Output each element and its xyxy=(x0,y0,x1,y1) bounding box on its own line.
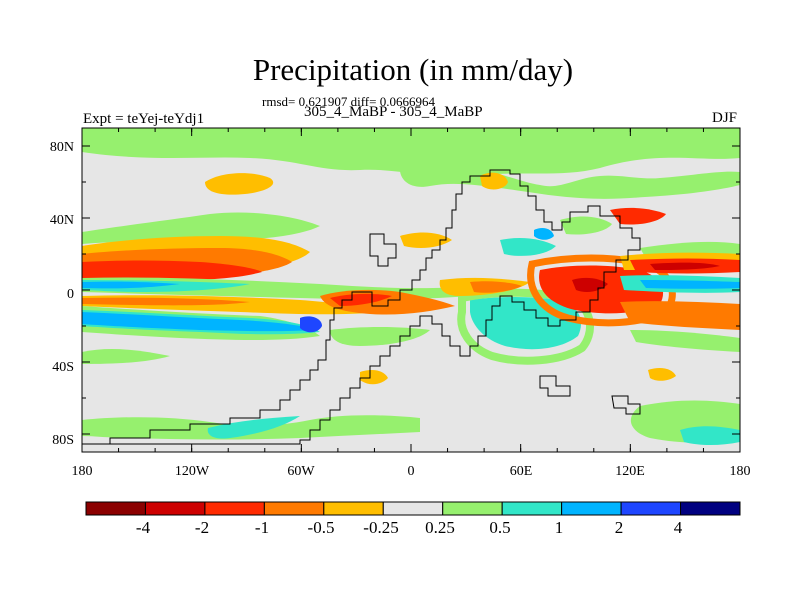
colorbar-label: 0.5 xyxy=(489,518,511,537)
colorbar-swatch xyxy=(263,501,325,516)
colorbar-label: -4 xyxy=(135,518,151,537)
colorbar xyxy=(85,501,741,516)
north-atlantic-region xyxy=(399,162,740,199)
lon-label-120e: 120E xyxy=(615,464,645,479)
colorbar-label: -0.25 xyxy=(363,518,399,537)
west-pacific-dark-red-region xyxy=(650,262,720,270)
southeast-pacific-yellow-region xyxy=(648,368,676,381)
east-asia-red-region xyxy=(610,207,666,225)
experiment-label: Expt = teYej-teYdj1 xyxy=(83,111,205,127)
middle-east-yellow-region xyxy=(400,232,452,248)
south-atlantic-green-region xyxy=(330,327,430,346)
lon-label-0: 0 xyxy=(407,464,415,479)
colorbar-label: 2 xyxy=(614,518,624,537)
colorbar-swatch xyxy=(442,501,503,516)
equatorial-cyan-region xyxy=(82,281,180,289)
south-atlantic-yellow-region xyxy=(360,370,388,385)
lon-label-120w: 120W xyxy=(174,464,210,479)
colorbar-label: -2 xyxy=(194,518,210,537)
plot-title: Precipitation (in mm/day) xyxy=(252,52,574,87)
lat-label-0: 0 xyxy=(67,287,74,302)
colorbar-swatch xyxy=(561,501,622,516)
colorbar-label: 4 xyxy=(673,518,683,537)
stats-text: rmsd= 0.621907 diff= 0.0666964 xyxy=(262,94,435,109)
north-pacific-yellow-region xyxy=(205,173,274,195)
arctic-band-region xyxy=(82,128,740,177)
south-indian-aqua-region xyxy=(680,426,740,445)
south-america-red-region xyxy=(330,293,392,306)
south-ocean-aqua-region xyxy=(207,416,300,439)
colorbar-label: 0.25 xyxy=(425,518,455,537)
mid-pacific-green-region xyxy=(82,212,320,244)
east-asia-green-region xyxy=(560,216,612,235)
colorbar-swatch xyxy=(204,501,265,516)
season-label: DJF xyxy=(712,110,738,126)
west-pacific-cyan-region xyxy=(640,280,740,289)
lat-label-80n: 80N xyxy=(49,140,74,155)
south-tropical-orange-region xyxy=(82,297,250,306)
colorbar-swatch xyxy=(620,501,682,516)
lat-label-40s: 40S xyxy=(52,360,74,375)
south-pacific-cyan-region xyxy=(82,312,318,332)
continent-outline-2 xyxy=(369,233,641,415)
south-pacific-blue-region xyxy=(300,316,322,333)
colorbar-swatch xyxy=(323,501,384,516)
continent-outline xyxy=(82,169,641,445)
north-tropical-red-region xyxy=(82,260,262,281)
lon-label-180e: 180 xyxy=(729,464,751,479)
plot-subtitle: 305_4_MaBP - 305_4_MaBP xyxy=(304,104,483,120)
lon-label-180w: 180 xyxy=(71,464,93,479)
colorbar-swatch xyxy=(144,501,206,516)
lon-label-60e: 60E xyxy=(509,464,533,479)
colorbar-swatch xyxy=(382,501,444,516)
east-asia-cyan-region xyxy=(534,228,554,240)
axis-ticks xyxy=(81,128,741,452)
colorbar-label: 1 xyxy=(554,518,564,537)
colorbar-swatch xyxy=(85,501,146,516)
colorbar-swatch xyxy=(501,501,563,516)
lat-label-40n: 40N xyxy=(49,213,74,228)
central-asia-aqua-region xyxy=(500,238,556,256)
lat-label-80s: 80S xyxy=(52,433,74,448)
southwest-pacific-green-region xyxy=(630,330,740,352)
colorbar-swatch xyxy=(680,501,741,516)
colorbar-label: -1 xyxy=(254,518,270,537)
lon-label-60w: 60W xyxy=(287,464,315,479)
africa-orange-region xyxy=(470,281,522,293)
colorbar-label: -0.5 xyxy=(307,518,335,537)
southwest-pacific-orange-region xyxy=(620,301,740,330)
southern-green-region xyxy=(82,349,170,364)
north-pacific-yellow-region-2 xyxy=(480,172,508,190)
